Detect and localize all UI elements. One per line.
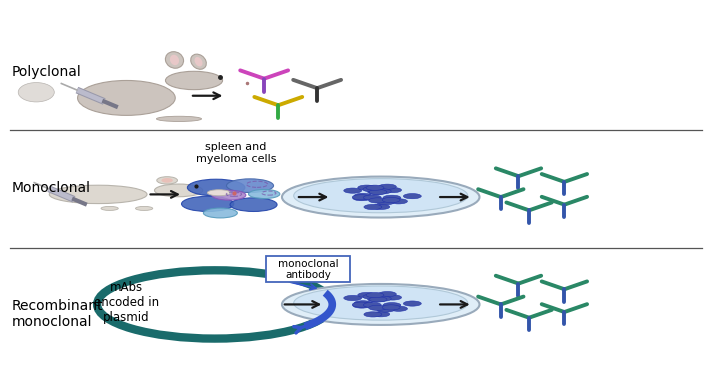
Ellipse shape — [363, 294, 381, 299]
Ellipse shape — [157, 116, 201, 122]
Ellipse shape — [373, 189, 391, 194]
Ellipse shape — [101, 206, 118, 211]
Ellipse shape — [344, 295, 362, 301]
Ellipse shape — [372, 204, 389, 209]
Ellipse shape — [165, 52, 184, 68]
Ellipse shape — [389, 199, 407, 204]
Ellipse shape — [366, 185, 384, 190]
Ellipse shape — [363, 187, 381, 192]
Ellipse shape — [404, 301, 422, 306]
Ellipse shape — [282, 177, 479, 218]
Ellipse shape — [382, 305, 400, 310]
Ellipse shape — [157, 177, 177, 184]
Ellipse shape — [194, 57, 202, 67]
Ellipse shape — [372, 312, 389, 317]
Ellipse shape — [369, 305, 387, 310]
Ellipse shape — [379, 184, 397, 189]
Ellipse shape — [384, 187, 402, 192]
Ellipse shape — [344, 188, 362, 193]
Text: spleen and
myeloma cells: spleen and myeloma cells — [196, 142, 276, 164]
Ellipse shape — [353, 196, 371, 201]
Ellipse shape — [364, 312, 382, 317]
Text: monoclonal
antibody: monoclonal antibody — [278, 259, 339, 280]
Ellipse shape — [363, 302, 381, 308]
Ellipse shape — [366, 293, 384, 298]
Ellipse shape — [363, 195, 381, 200]
Ellipse shape — [357, 302, 375, 307]
Ellipse shape — [383, 195, 401, 200]
Ellipse shape — [182, 196, 234, 211]
Ellipse shape — [212, 190, 246, 200]
Ellipse shape — [78, 80, 175, 116]
Ellipse shape — [358, 185, 376, 190]
Ellipse shape — [207, 190, 231, 196]
Text: Monoclonal: Monoclonal — [11, 181, 90, 195]
Ellipse shape — [358, 293, 376, 298]
Ellipse shape — [367, 297, 386, 302]
Ellipse shape — [364, 204, 382, 209]
Ellipse shape — [373, 296, 391, 301]
Ellipse shape — [354, 193, 372, 199]
Ellipse shape — [404, 194, 422, 199]
Ellipse shape — [379, 291, 397, 297]
Ellipse shape — [384, 295, 402, 300]
Ellipse shape — [377, 199, 394, 205]
Ellipse shape — [294, 286, 468, 320]
Ellipse shape — [352, 195, 370, 200]
Ellipse shape — [367, 189, 386, 194]
Ellipse shape — [230, 198, 277, 211]
Ellipse shape — [383, 303, 401, 308]
Ellipse shape — [352, 302, 370, 307]
Ellipse shape — [353, 303, 371, 308]
FancyBboxPatch shape — [266, 256, 350, 283]
Text: mAbs
encoded in
plasmid: mAbs encoded in plasmid — [94, 281, 159, 324]
Circle shape — [19, 82, 54, 102]
Ellipse shape — [294, 179, 468, 213]
Ellipse shape — [162, 178, 173, 183]
Ellipse shape — [248, 189, 280, 199]
Ellipse shape — [282, 284, 479, 325]
Ellipse shape — [377, 307, 394, 312]
Text: Recombinant
monoclonal: Recombinant monoclonal — [11, 299, 103, 329]
Ellipse shape — [226, 179, 273, 192]
Ellipse shape — [170, 55, 179, 65]
Ellipse shape — [135, 206, 153, 211]
Ellipse shape — [389, 306, 407, 311]
Ellipse shape — [354, 301, 372, 306]
Ellipse shape — [369, 198, 387, 203]
Ellipse shape — [155, 184, 203, 197]
Ellipse shape — [382, 198, 400, 203]
Ellipse shape — [187, 179, 245, 196]
Ellipse shape — [369, 297, 387, 302]
Ellipse shape — [369, 189, 387, 194]
Text: Polyclonal: Polyclonal — [11, 65, 81, 79]
Ellipse shape — [49, 185, 147, 204]
Ellipse shape — [191, 54, 206, 69]
Ellipse shape — [357, 194, 375, 200]
Ellipse shape — [204, 208, 237, 218]
Ellipse shape — [165, 71, 223, 90]
